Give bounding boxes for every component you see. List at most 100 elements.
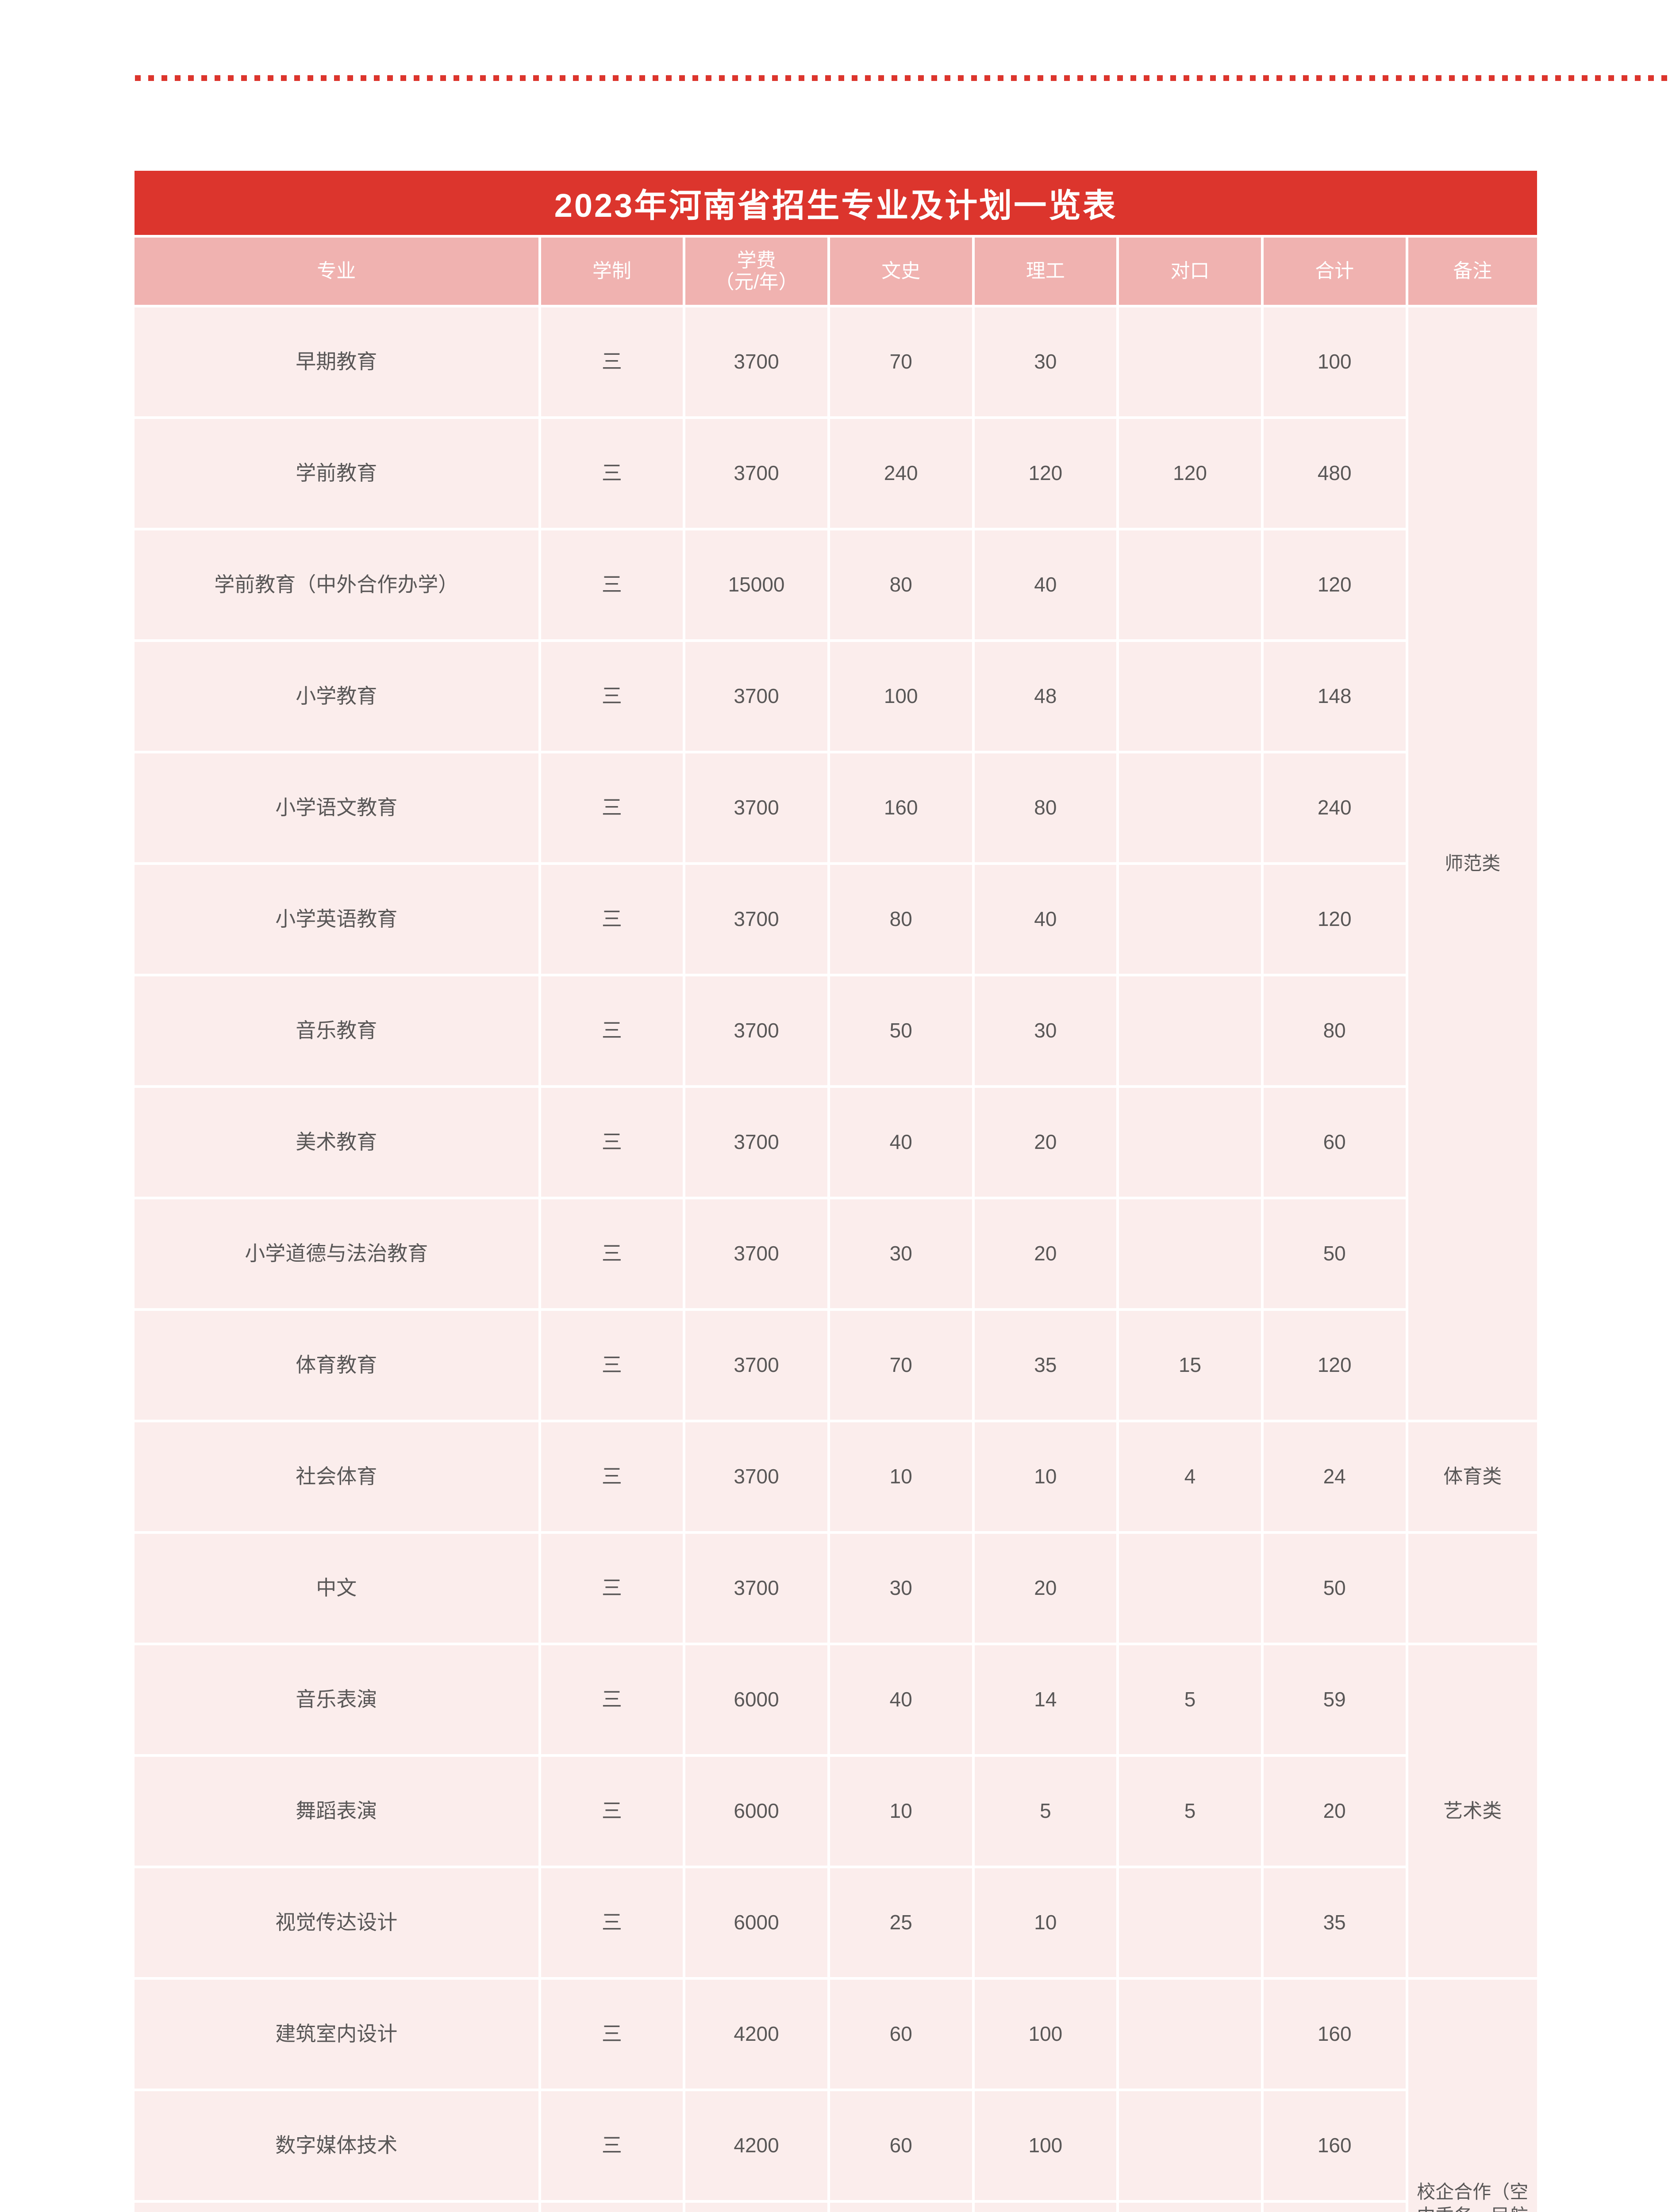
cell-years: 三 <box>541 307 683 416</box>
column-header-duikou: 对口 <box>1119 238 1261 305</box>
cell-wenshi: 40 <box>830 1645 972 1754</box>
cell-years: 三 <box>541 530 683 639</box>
cell-duikou <box>1119 642 1261 751</box>
cell-ligong: 82 <box>974 2203 1117 2212</box>
cell-fee: 6000 <box>685 1868 827 1977</box>
cell-fee: 3700 <box>685 865 827 974</box>
cell-duikou: 5 <box>1119 1645 1261 1754</box>
cell-duikou <box>1119 1088 1261 1197</box>
cell-major: 中文 <box>135 1534 538 1643</box>
cell-duikou <box>1119 1199 1261 1308</box>
table-row: 数字媒体技术三 4200 60 100 160 <box>135 2091 1537 2200</box>
cell-major: 学前教育（中外合作办学） <box>135 530 538 639</box>
cell-fee: 3700 <box>685 1422 827 1531</box>
cell-fee: 4200 <box>685 2091 827 2200</box>
cell-major: 数字媒体技术 <box>135 2091 538 2200</box>
cell-years: 三 <box>541 976 683 1085</box>
top-dotted-rule <box>135 75 1672 81</box>
cell-fee: 4200 <box>685 1980 827 2089</box>
cell-total: 59 <box>1263 1645 1406 1754</box>
cell-wenshi: 100 <box>830 642 972 751</box>
cell-fee: 3700 <box>685 419 827 528</box>
cell-fee: 3700 <box>685 1534 827 1643</box>
cell-years: 三 <box>541 419 683 528</box>
cell-major: 音乐表演 <box>135 1645 538 1754</box>
cell-wenshi: 10 <box>830 1422 972 1531</box>
table-row: 小学英语教育三 3700 80 40 120 <box>135 865 1537 974</box>
cell-total: 24 <box>1263 1422 1406 1531</box>
cell-major: 学前教育 <box>135 419 538 528</box>
cell-years: 三 <box>541 1645 683 1754</box>
cell-ligong: 14 <box>974 1645 1117 1754</box>
cell-total: 120 <box>1263 1311 1406 1420</box>
cell-ligong: 5 <box>974 1757 1117 1866</box>
cell-years: 三 <box>541 753 683 862</box>
cell-fee: 3700 <box>685 753 827 862</box>
cell-total: 160 <box>1263 1980 1406 2089</box>
cell-fee: 6000 <box>685 1645 827 1754</box>
cell-wenshi: 240 <box>830 419 972 528</box>
cell-wenshi: 60 <box>830 1980 972 2089</box>
cell-ligong: 10 <box>974 1868 1117 1977</box>
cell-remark: 师范类 <box>1408 307 1537 1420</box>
cell-ligong: 40 <box>974 865 1117 974</box>
cell-total: 160 <box>1263 2091 1406 2200</box>
cell-total: 100 <box>1263 307 1406 416</box>
cell-fee: 3700 <box>685 1199 827 1308</box>
cell-major: 工业机器人技术 <box>135 2203 538 2212</box>
cell-ligong: 10 <box>974 1422 1117 1531</box>
column-header-fee-line2: （元/年） <box>715 271 798 293</box>
cell-fee: 3700 <box>685 642 827 751</box>
cell-wenshi: 160 <box>830 753 972 862</box>
table-row: 美术教育三 3700 40 20 60 <box>135 1088 1537 1197</box>
cell-fee: 15000 <box>685 530 827 639</box>
cell-major: 舞蹈表演 <box>135 1757 538 1866</box>
cell-total: 35 <box>1263 1868 1406 1977</box>
cell-wenshi: 10 <box>830 1757 972 1866</box>
cell-fee: 3700 <box>685 976 827 1085</box>
cell-duikou <box>1119 307 1261 416</box>
cell-major: 社会体育 <box>135 1422 538 1531</box>
cell-years: 三 <box>541 642 683 751</box>
cell-ligong: 20 <box>974 1088 1117 1197</box>
cell-major: 音乐教育 <box>135 976 538 1085</box>
cell-total: 120 <box>1263 865 1406 974</box>
cell-remark <box>1408 1534 1537 1643</box>
admission-plan-table-wrapper: 2023年河南省招生专业及计划一览表 专业 学制 学费 （元/年） 文史 理工 … <box>132 168 1540 2212</box>
cell-years: 三 <box>541 2203 683 2212</box>
cell-remark: 体育类 <box>1408 1422 1537 1531</box>
table-row: 小学道德与法治教育三 3700 30 20 50 <box>135 1199 1537 1308</box>
column-header-years: 学制 <box>541 238 683 305</box>
cell-duikou <box>1119 2203 1261 2212</box>
table-row: 舞蹈表演三 6000 10 5 5 20 <box>135 1757 1537 1866</box>
column-header-remark: 备注 <box>1408 238 1537 305</box>
cell-ligong: 100 <box>974 2091 1117 2200</box>
cell-wenshi: 25 <box>830 1868 972 1977</box>
column-header-fee-line1: 学费 <box>737 249 776 271</box>
cell-major: 小学道德与法治教育 <box>135 1199 538 1308</box>
cell-total: 80 <box>1263 976 1406 1085</box>
cell-ligong: 120 <box>974 419 1117 528</box>
column-header-total: 合计 <box>1263 238 1406 305</box>
cell-wenshi: 80 <box>830 530 972 639</box>
table-row: 体育教育三 3700 70 35 15 120 <box>135 1311 1537 1420</box>
cell-major: 早期教育 <box>135 307 538 416</box>
cell-total: 148 <box>1263 642 1406 751</box>
cell-years: 三 <box>541 1757 683 1866</box>
cell-duikou: 15 <box>1119 1311 1261 1420</box>
cell-duikou <box>1119 865 1261 974</box>
cell-ligong: 80 <box>974 753 1117 862</box>
cell-wenshi: 30 <box>830 1199 972 1308</box>
table-row: 建筑室内设计三420060100160校企合作（空中乘务、民航安全技术管理专业报… <box>135 1980 1537 2212</box>
cell-ligong: 48 <box>974 642 1117 751</box>
cell-fee: 6000 <box>685 1757 827 1866</box>
column-header-ligong: 理工 <box>974 238 1117 305</box>
cell-years: 三 <box>541 1422 683 1531</box>
table-row: 学前教育三 3700 240 120 120 480 <box>135 419 1537 528</box>
cell-years: 三 <box>541 1311 683 1420</box>
cell-ligong: 30 <box>974 976 1117 1085</box>
cell-wenshi: 40 <box>830 1088 972 1197</box>
cell-major: 小学语文教育 <box>135 753 538 862</box>
cell-total: 120 <box>1263 530 1406 639</box>
table-row: 学前教育（中外合作办学）三 15000 80 40 120 <box>135 530 1537 639</box>
